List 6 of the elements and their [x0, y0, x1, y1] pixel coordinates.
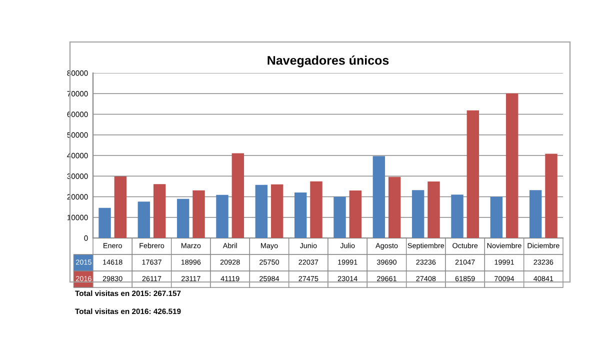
bar [545, 154, 558, 238]
bar [216, 194, 228, 238]
bar [334, 196, 346, 238]
bar [451, 194, 464, 238]
chart-title: Navegadores únicos [268, 56, 389, 68]
bar [98, 208, 111, 238]
